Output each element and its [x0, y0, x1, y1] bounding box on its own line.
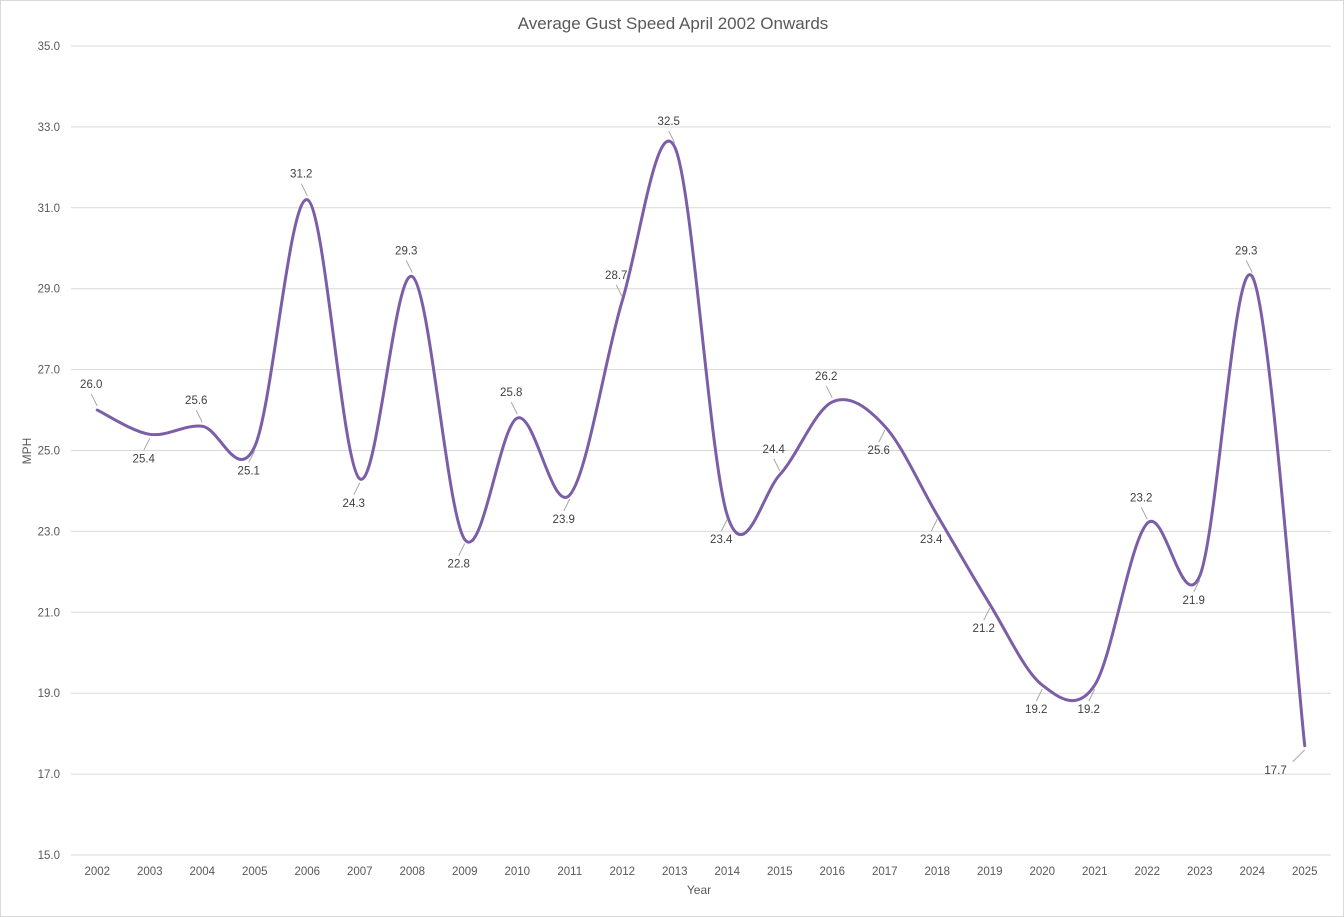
y-tick-label: 27.0 — [38, 365, 60, 377]
data-label: 28.7 — [605, 270, 627, 282]
x-tick-label: 2010 — [504, 866, 530, 878]
data-label-leader — [563, 498, 571, 512]
data-label-leader — [510, 401, 518, 415]
data-label: 21.2 — [973, 623, 995, 635]
y-tick-labels: 15.0 17.0 19.0 21.0 23.0 25.0 27.0 29.0 31.0 33.0… — [38, 41, 60, 862]
x-tick-label: 2014 — [714, 866, 740, 878]
data-label-leader — [983, 607, 991, 621]
series-line — [95, 139, 1307, 748]
data-label: 24.3 — [343, 498, 365, 510]
data-label: 32.5 — [658, 116, 680, 128]
data-label-leader — [353, 482, 361, 496]
x-tick-label: 2020 — [1029, 866, 1055, 878]
y-tick-label: 31.0 — [38, 203, 60, 215]
data-label: 25.6 — [185, 395, 207, 407]
data-label: 25.1 — [238, 465, 260, 477]
data-label-leader — [1193, 579, 1201, 593]
x-tick-labels: 2002 2003 2004 2005 2006 2007 2008 2009 2010 2011… — [84, 866, 1317, 878]
series-line-group — [95, 139, 1307, 748]
data-label: 23.4 — [710, 534, 733, 546]
y-tick-label: 35.0 — [38, 41, 60, 53]
x-tick-label: 2007 — [347, 866, 373, 878]
x-tick-label: 2005 — [242, 866, 268, 878]
data-label: 26.0 — [80, 379, 102, 391]
data-label-leader — [143, 438, 151, 451]
data-label-leader — [668, 130, 676, 144]
data-label-leader — [615, 284, 623, 298]
data-label-leader — [773, 458, 781, 471]
x-tick-label: 2003 — [137, 866, 163, 878]
x-tick-label: 2017 — [872, 866, 898, 878]
x-tick-label: 2009 — [452, 866, 478, 878]
y-tick-label: 25.0 — [38, 446, 60, 458]
y-tick-label: 23.0 — [38, 526, 60, 538]
data-label-leader — [1245, 260, 1253, 273]
x-tick-label: 2006 — [294, 866, 320, 878]
data-labels: 26.0 25.4 25.6 25.1 31.2 24.3 29.3 22.8 25.8 23.9… — [80, 116, 1306, 777]
data-label: 31.2 — [290, 169, 312, 181]
data-label: 17.7 — [1264, 765, 1286, 777]
data-label: 23.2 — [1130, 492, 1152, 504]
data-label-leader — [825, 385, 833, 399]
data-label: 25.4 — [133, 453, 156, 465]
data-label: 19.2 — [1078, 704, 1100, 716]
y-tick-label: 33.0 — [38, 122, 60, 134]
x-tick-label: 2018 — [924, 866, 950, 878]
y-tick-label: 29.0 — [38, 284, 60, 296]
data-label: 29.3 — [1235, 246, 1257, 258]
data-label: 25.8 — [500, 387, 522, 399]
x-tick-label: 2019 — [977, 866, 1003, 878]
x-tick-label: 2002 — [84, 866, 110, 878]
data-label-leader — [248, 450, 256, 463]
data-label-leader — [878, 430, 886, 443]
data-label-leader — [458, 543, 466, 556]
y-tick-label: 21.0 — [38, 607, 60, 619]
data-label: 24.4 — [763, 444, 786, 456]
data-label: 23.4 — [920, 534, 943, 546]
data-label: 23.9 — [553, 514, 575, 526]
data-label-leader — [1088, 688, 1096, 702]
data-label-leader — [720, 518, 728, 532]
y-tick-label: 15.0 — [38, 850, 60, 862]
x-tick-label: 2013 — [662, 866, 688, 878]
y-tick-label: 19.0 — [38, 688, 60, 700]
x-tick-label: 2016 — [819, 866, 845, 878]
y-axis-title: MPH — [20, 438, 34, 465]
x-tick-label: 2023 — [1187, 866, 1213, 878]
x-tick-label: 2024 — [1239, 866, 1265, 878]
data-label: 26.2 — [815, 371, 837, 383]
x-tick-label: 2022 — [1134, 866, 1160, 878]
data-label: 19.2 — [1025, 704, 1047, 716]
x-tick-label: 2008 — [399, 866, 425, 878]
data-label: 22.8 — [448, 558, 470, 570]
data-label-leader — [1140, 507, 1148, 520]
x-tick-label: 2004 — [189, 866, 215, 878]
data-label-leader — [300, 183, 308, 196]
x-axis-title: Year — [687, 883, 711, 897]
data-label-leader — [1035, 688, 1043, 702]
x-tick-label: 2015 — [767, 866, 793, 878]
gridlines — [71, 45, 1331, 856]
x-tick-label: 2012 — [609, 866, 635, 878]
x-tick-label: 2011 — [557, 866, 582, 878]
x-tick-label: 2025 — [1292, 866, 1318, 878]
x-tick-label: 2021 — [1082, 866, 1108, 878]
data-label: 25.6 — [868, 445, 890, 457]
data-label-leader — [90, 393, 98, 407]
data-label-leader — [930, 518, 938, 532]
data-label: 21.9 — [1183, 595, 1205, 607]
data-label-leader — [405, 260, 413, 273]
chart-title: Average Gust Speed April 2002 Onwards — [518, 14, 829, 33]
data-label: 29.3 — [395, 246, 417, 258]
data-label-leader — [195, 410, 203, 423]
y-tick-label: 17.0 — [38, 769, 60, 781]
data-label-leader — [1292, 749, 1306, 763]
